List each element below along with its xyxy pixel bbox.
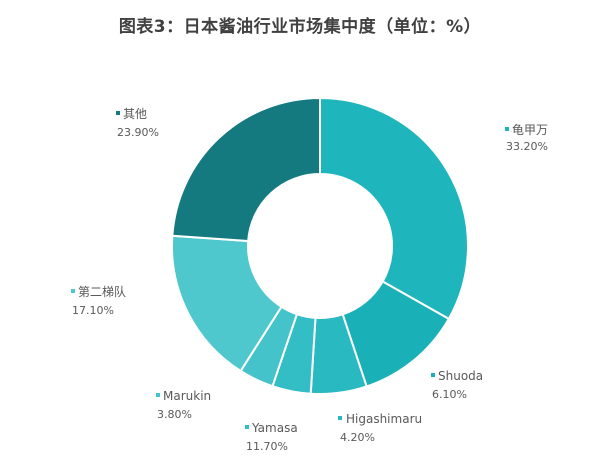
donut-slice: [319, 96, 469, 321]
slice-name-label: Marukin: [163, 389, 211, 403]
legend-marker: [338, 416, 342, 420]
slice-name-label: 其他: [123, 107, 147, 121]
slice-name-label: Higashimaru: [346, 412, 422, 426]
slice-value-label: 6.10%: [432, 388, 467, 401]
donut-slice: [171, 96, 321, 243]
legend-marker: [116, 111, 120, 115]
donut-slice: [171, 234, 283, 373]
legend-marker: [71, 289, 75, 293]
slice-value-label: 3.80%: [157, 408, 192, 421]
slice-name-label: 龟甲万: [512, 123, 548, 137]
slice-name-label: 第二梯队: [78, 284, 126, 299]
legend-marker: [505, 127, 509, 131]
slice-value-label: 4.20%: [340, 431, 375, 444]
slice-name-label: Shuoda: [438, 369, 483, 383]
legend-marker: [156, 393, 160, 397]
slice-value-label: 17.10%: [72, 304, 114, 317]
legend-marker: [245, 425, 249, 429]
chart-title: 图表3：日本酱油行业市场集中度（单位：%）: [118, 17, 482, 37]
legend-marker: [431, 373, 435, 377]
slice-value-label: 23.90%: [117, 126, 159, 139]
slice-name-label: Yamasa: [251, 421, 298, 435]
slice-value-label: 33.20%: [506, 140, 548, 153]
slice-value-label: 11.70%: [246, 440, 288, 453]
